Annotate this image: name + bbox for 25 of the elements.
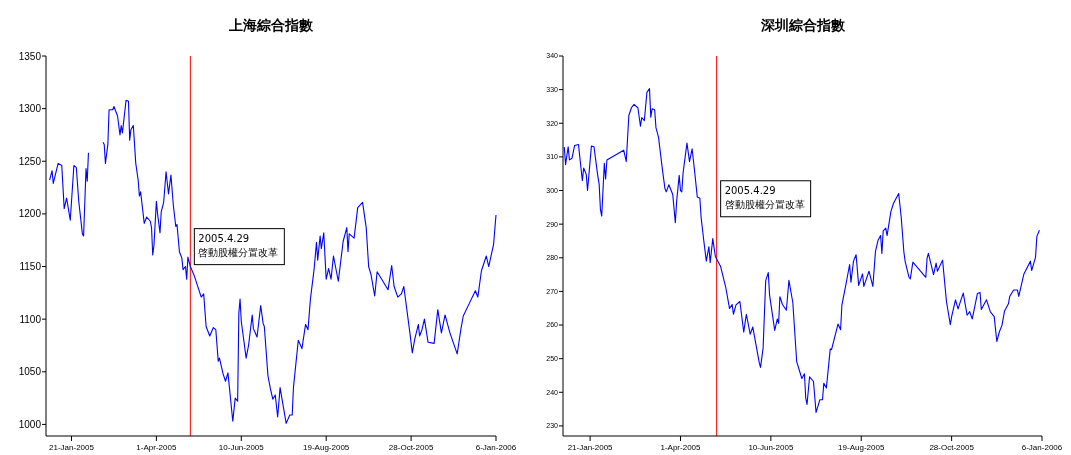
chart-title: 上海綜合指數 bbox=[228, 17, 314, 33]
x-tick-label: 21-Jan-2005 bbox=[567, 443, 614, 452]
y-tick-label: 1150 bbox=[19, 261, 42, 273]
y-tick-label: 1200 bbox=[18, 208, 42, 220]
x-tick-label: 28-Oct-2005 bbox=[929, 443, 975, 452]
chart-title: 深圳綜合指數 bbox=[759, 17, 846, 33]
x-tick-label: 10-Jun-2005 bbox=[748, 443, 794, 452]
line-series bbox=[563, 88, 1040, 414]
annotation: 2005.4.29 啓動股權分置改革 bbox=[198, 232, 279, 258]
x-tick-label: 19-Aug-2005 bbox=[838, 443, 885, 452]
y-tick-label: 1100 bbox=[19, 313, 42, 325]
x-tick-label: 19-Aug-2005 bbox=[303, 443, 350, 452]
x-tick-label: 10-Jun-2005 bbox=[218, 443, 265, 452]
y-tick-label: 1000 bbox=[18, 418, 42, 430]
x-tick-label: 6-Jan-2006 bbox=[1021, 443, 1063, 452]
x-tick-label: 6-Jan-2006 bbox=[475, 443, 517, 452]
y-tick-label: 1050 bbox=[18, 366, 42, 378]
x-tick-label: 1-Apr-2005 bbox=[136, 443, 177, 452]
x-tick-label: 28-Oct-2005 bbox=[388, 443, 434, 452]
y-tick-label: 1350 bbox=[18, 50, 42, 62]
y-tick-label: 1250 bbox=[18, 155, 42, 167]
x-tick-label: 21-Jan-2005 bbox=[49, 443, 95, 452]
y-tick-label: 1300 bbox=[18, 103, 42, 115]
annotation: 2005.4.29 啓動股權分置改革 bbox=[724, 184, 805, 210]
x-tick-label: 1-Apr-2005 bbox=[660, 443, 702, 452]
